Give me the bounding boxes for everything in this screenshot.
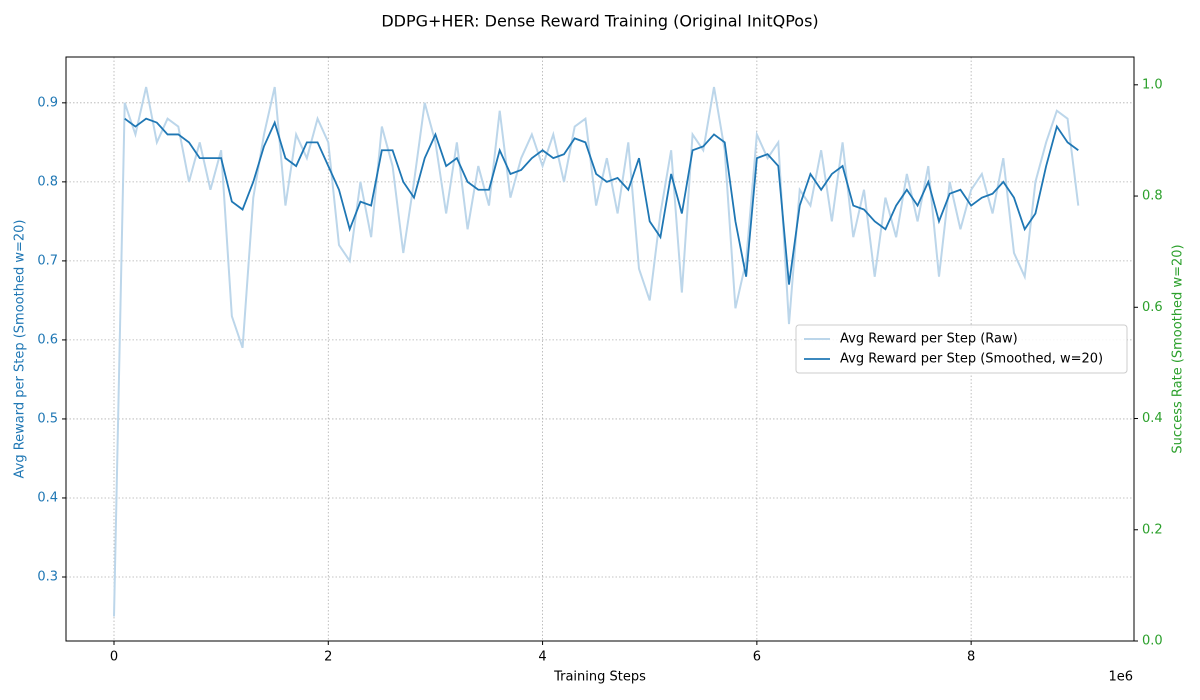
y2-axis-label: Success Rate (Smoothed w=20) <box>1171 244 1186 453</box>
series-line <box>124 117 1079 285</box>
legend-label: Avg Reward per Step (Raw) <box>840 332 1018 347</box>
plot-frame <box>65 56 1135 642</box>
y2-tick-label: 1.0 <box>1142 77 1163 92</box>
legend-box <box>795 324 1128 374</box>
y2-tick-label: 0.2 <box>1142 522 1163 537</box>
chart-title: DDPG+HER: Dense Reward Training (Origina… <box>381 12 818 31</box>
x-tick-label: 2 <box>324 650 332 665</box>
y-tick-label: 0.9 <box>37 95 58 110</box>
y-tick-label: 0.6 <box>37 332 58 347</box>
y-tick-label: 0.7 <box>37 253 58 268</box>
x-offset-label: 1e6 <box>1108 670 1133 685</box>
y2-tick-label: 0.0 <box>1142 634 1163 649</box>
x-axis-label: Training Steps <box>553 670 646 685</box>
x-tick-label: 4 <box>538 650 546 665</box>
y-axis-label: Avg Reward per Step (Smoothed w=20) <box>13 220 28 479</box>
y-tick-label: 0.3 <box>37 569 58 584</box>
legend-label: Avg Reward per Step (Smoothed, w=20) <box>840 352 1103 367</box>
y2-tick-label: 0.6 <box>1142 300 1163 315</box>
x-tick-label: 6 <box>753 650 761 665</box>
y-tick-label: 0.4 <box>37 490 58 505</box>
y-tick-label: 0.8 <box>37 174 58 189</box>
x-tick-label: 0 <box>110 650 118 665</box>
x-tick-label: 8 <box>967 650 975 665</box>
y-tick-label: 0.5 <box>37 411 58 426</box>
y2-tick-label: 0.4 <box>1142 411 1163 426</box>
y2-tick-label: 0.8 <box>1142 189 1163 204</box>
series-line <box>113 86 1080 617</box>
